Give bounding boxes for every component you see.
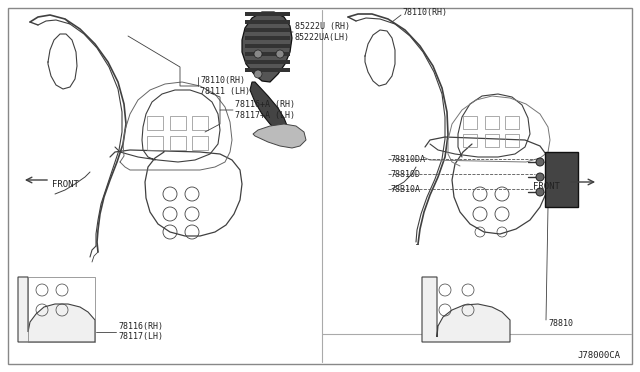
Bar (505, 134, 519, 147)
Polygon shape (245, 44, 290, 48)
Text: 78116+A (RH): 78116+A (RH) (235, 99, 295, 109)
Bar (505, 116, 519, 129)
Polygon shape (245, 60, 290, 64)
Text: 78810D: 78810D (390, 170, 420, 179)
Polygon shape (250, 82, 288, 134)
Polygon shape (245, 36, 290, 40)
Text: 85222UA(LH): 85222UA(LH) (295, 32, 350, 42)
Polygon shape (245, 68, 290, 72)
Bar (170, 116, 186, 130)
Polygon shape (245, 28, 290, 32)
Text: 78B10A: 78B10A (390, 185, 420, 193)
Polygon shape (422, 277, 510, 342)
Bar (192, 136, 208, 150)
Bar (147, 116, 163, 130)
Text: 78116(RH): 78116(RH) (118, 321, 163, 330)
Polygon shape (242, 12, 292, 82)
Bar (485, 134, 499, 147)
Text: 78117+A (LH): 78117+A (LH) (235, 110, 295, 119)
Bar (485, 116, 499, 129)
Bar (192, 116, 208, 130)
Circle shape (254, 70, 262, 78)
Polygon shape (545, 152, 578, 207)
Polygon shape (245, 12, 290, 16)
Polygon shape (245, 20, 290, 24)
Text: 78110(RH): 78110(RH) (200, 76, 245, 84)
Text: J78000CA: J78000CA (577, 352, 620, 360)
Circle shape (536, 158, 544, 166)
Circle shape (276, 50, 284, 58)
Bar (463, 134, 477, 147)
Text: 78117(LH): 78117(LH) (118, 333, 163, 341)
Text: 78810DA: 78810DA (390, 154, 425, 164)
Polygon shape (253, 124, 306, 148)
Text: 78110(RH): 78110(RH) (402, 7, 447, 16)
Circle shape (536, 188, 544, 196)
Circle shape (536, 173, 544, 181)
Circle shape (254, 50, 262, 58)
Text: 85222U (RH): 85222U (RH) (295, 22, 350, 31)
Bar (170, 136, 186, 150)
Bar (28, 277, 95, 342)
Polygon shape (245, 52, 290, 56)
Text: FRONT: FRONT (52, 180, 79, 189)
Text: 78111 (LH): 78111 (LH) (200, 87, 250, 96)
Text: 78810: 78810 (548, 320, 573, 328)
Bar (463, 116, 477, 129)
Text: FRONT: FRONT (533, 182, 560, 190)
Bar (147, 136, 163, 150)
Polygon shape (18, 277, 95, 342)
